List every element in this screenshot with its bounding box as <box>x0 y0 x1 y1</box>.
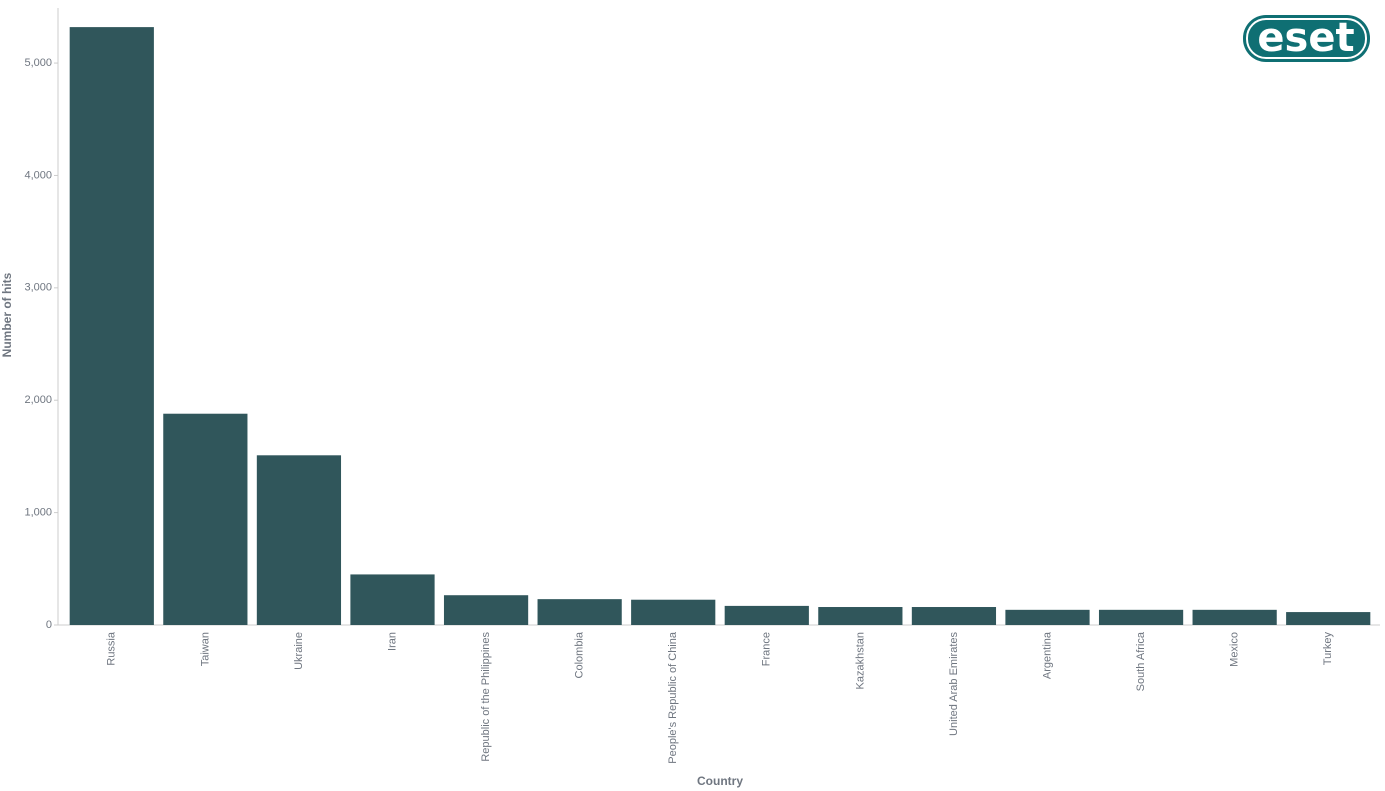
bar <box>1098 609 1184 625</box>
logo-badge <box>1243 15 1370 62</box>
y-tick-label: 2,000 <box>24 394 52 406</box>
bar <box>818 607 903 625</box>
y-tick-label: 0 <box>46 619 52 631</box>
bar <box>631 599 716 625</box>
x-tick-label: United Arab Emirates <box>948 632 960 736</box>
bar <box>256 455 342 625</box>
y-tick-label: 4,000 <box>24 169 52 181</box>
x-axis-title: Country <box>697 774 743 788</box>
x-tick-label: Iran <box>386 632 398 651</box>
bar <box>350 574 435 625</box>
x-tick-label: Colombia <box>574 631 586 678</box>
y-axis-title: Number of hits <box>0 272 14 357</box>
bar <box>724 605 809 625</box>
x-tick-label: France <box>761 632 773 666</box>
x-tick-label: Taiwan <box>199 632 211 666</box>
bar <box>537 599 622 625</box>
x-tick-label: Ukraine <box>293 632 305 670</box>
x-tick-label: Turkey <box>1322 632 1334 666</box>
y-tick-label: 3,000 <box>24 282 52 294</box>
x-tick-label: Argentina <box>1041 631 1053 679</box>
logo-ring <box>1246 18 1367 59</box>
bar <box>443 595 529 625</box>
y-tick-label: 1,000 <box>24 507 52 519</box>
x-tick-label: South Africa <box>1135 631 1147 691</box>
bar <box>163 413 248 625</box>
logo-text: eset <box>1257 15 1354 61</box>
bar <box>911 607 997 625</box>
x-tick-label: Kazakhstan <box>854 632 866 689</box>
bar <box>1192 609 1277 625</box>
y-tick-label: 5,000 <box>24 57 52 69</box>
bar <box>69 27 154 625</box>
bar <box>1286 612 1371 625</box>
x-tick-label: Mexico <box>1229 632 1241 667</box>
logo: eset <box>1243 15 1370 62</box>
x-tick-label: Russia <box>106 631 118 666</box>
x-tick-label: People's Republic of China <box>667 631 679 764</box>
bar <box>1005 609 1090 625</box>
x-tick-label: Republic of the Philippines <box>480 632 492 762</box>
